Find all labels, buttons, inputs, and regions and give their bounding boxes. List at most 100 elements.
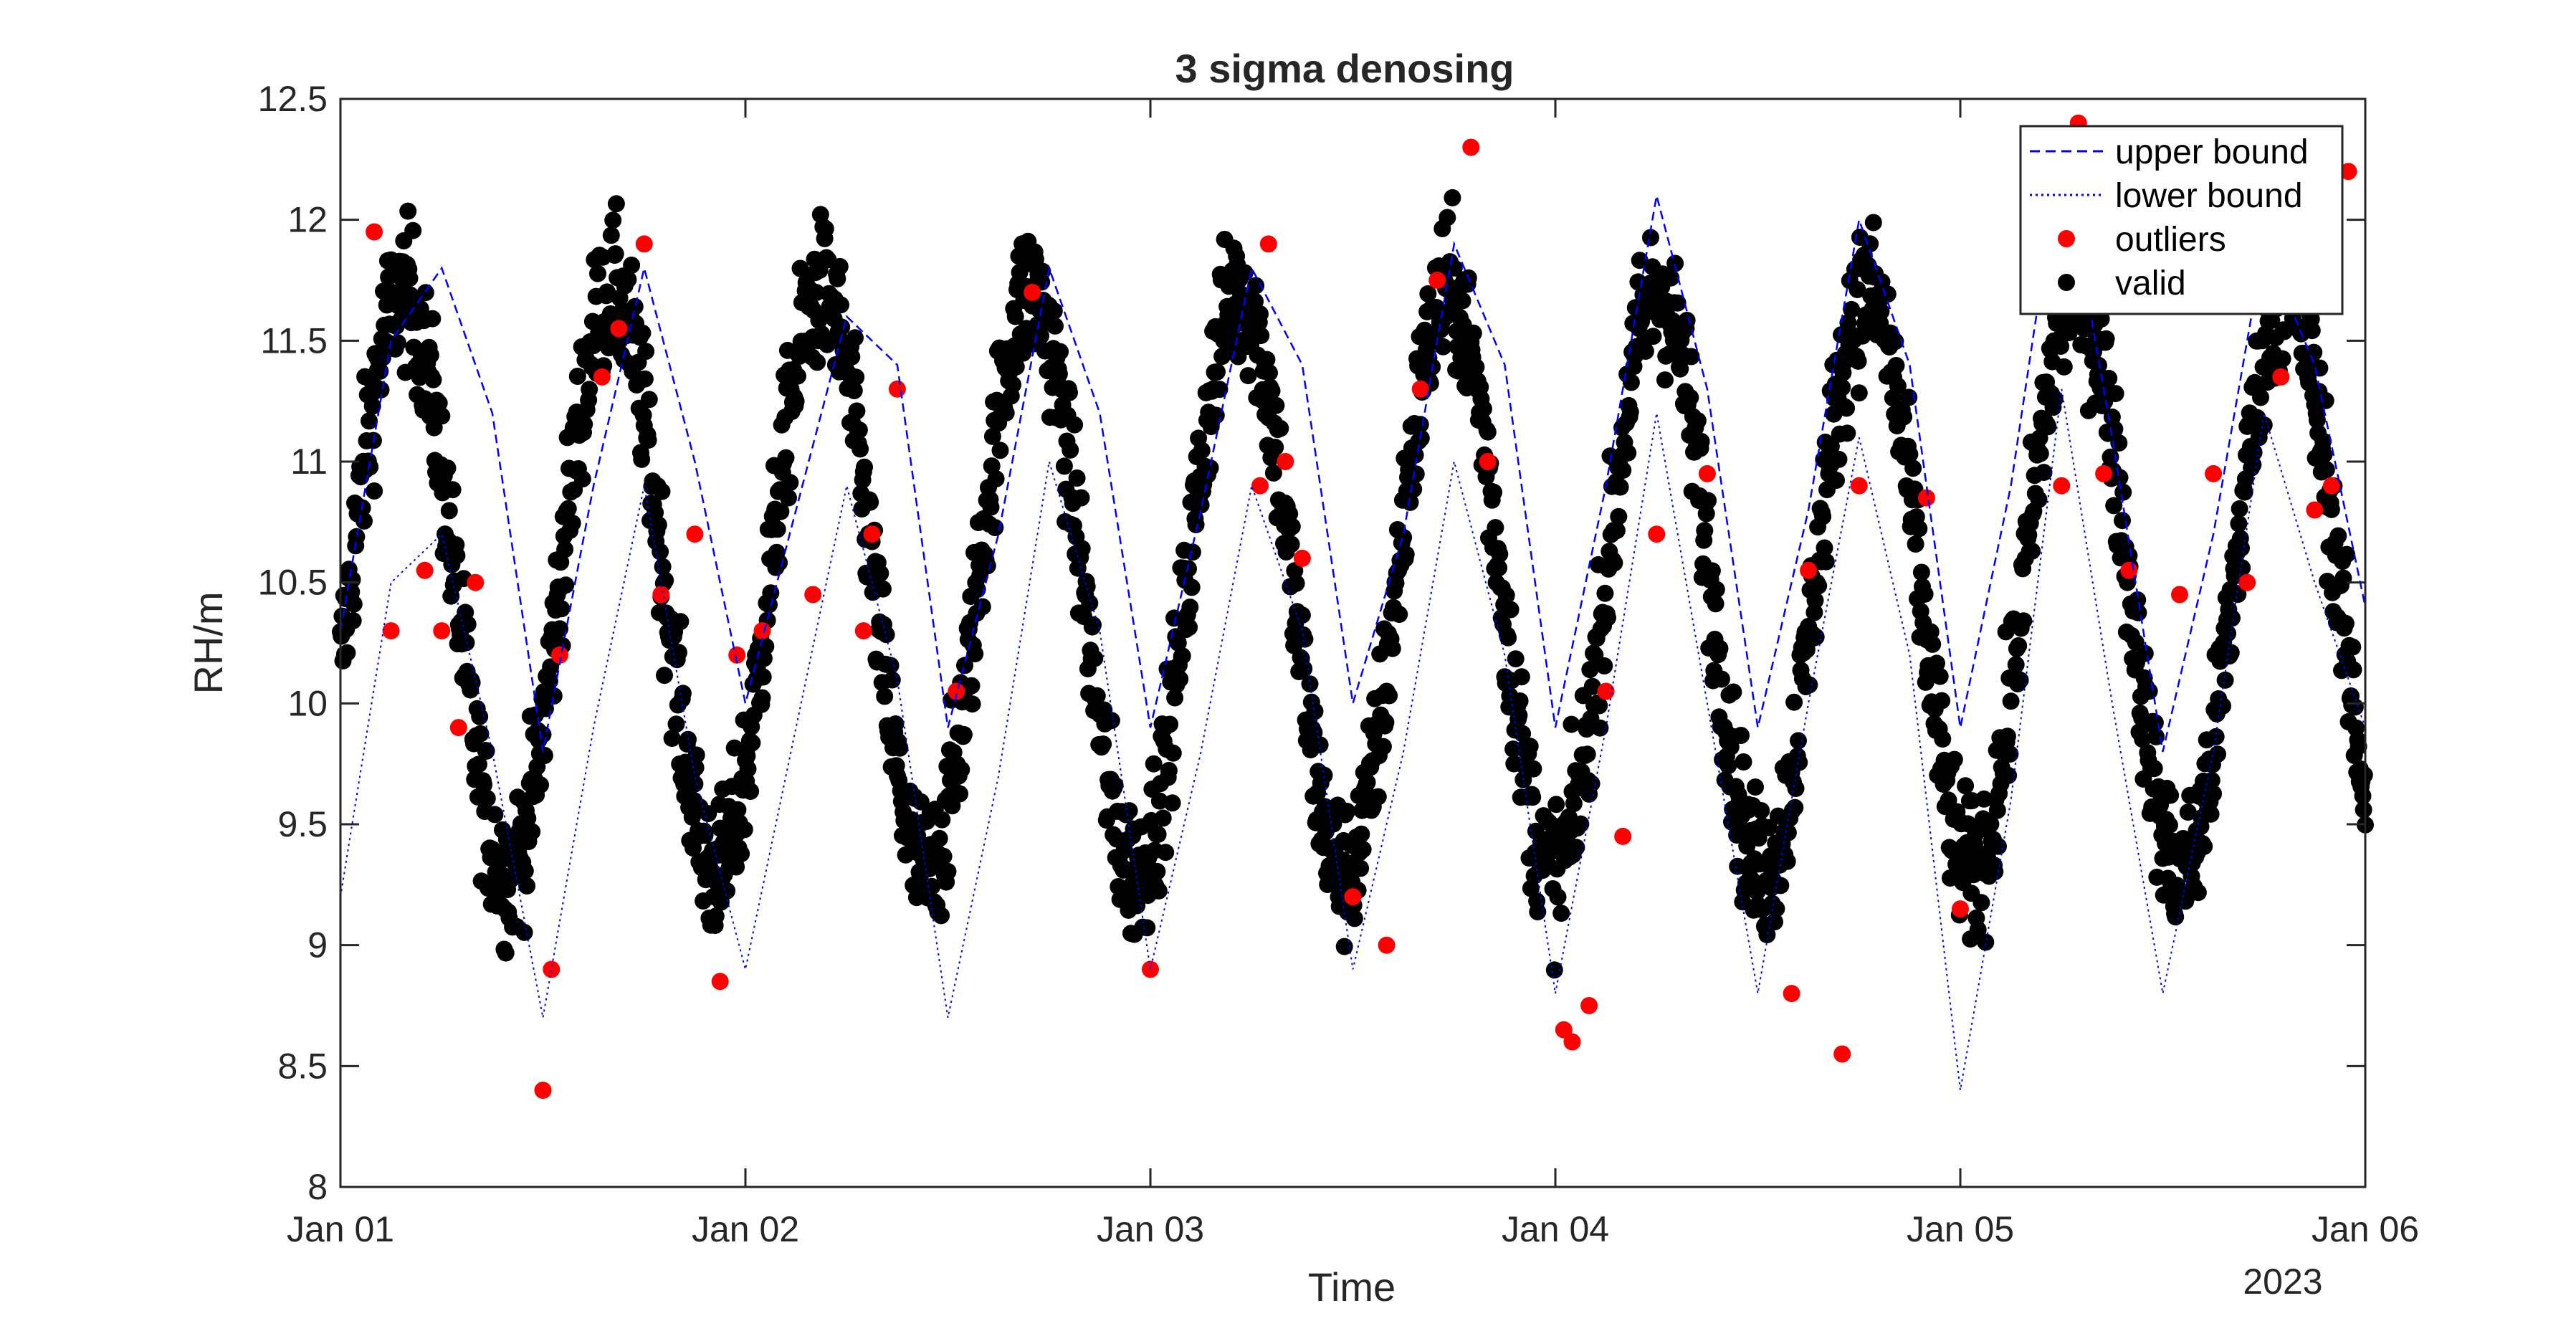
valid-point xyxy=(1768,900,1785,917)
y-tick-label: 12.5 xyxy=(258,79,328,119)
valid-point xyxy=(568,368,586,385)
valid-point xyxy=(2114,512,2131,530)
outlier-point xyxy=(1952,900,1969,918)
outlier-point xyxy=(416,561,434,579)
outlier-point xyxy=(1024,283,1041,301)
valid-point xyxy=(1511,692,1529,710)
valid-point xyxy=(1491,545,1509,563)
valid-point xyxy=(1752,802,1770,819)
valid-point xyxy=(457,634,475,652)
valid-point xyxy=(563,514,581,532)
valid-point xyxy=(687,759,705,776)
valid-point xyxy=(1772,877,1790,895)
outlier-point xyxy=(2272,368,2290,386)
valid-point xyxy=(2214,697,2232,715)
valid-point xyxy=(553,600,571,618)
valid-point xyxy=(1910,520,1928,538)
valid-point xyxy=(1149,826,1167,844)
valid-point xyxy=(1785,693,1803,711)
valid-point xyxy=(963,677,981,695)
valid-point xyxy=(1325,815,1342,833)
valid-point xyxy=(872,564,889,582)
valid-point xyxy=(982,498,1000,516)
valid-point xyxy=(1839,314,1857,332)
valid-point xyxy=(847,368,865,386)
valid-point xyxy=(439,459,457,477)
valid-point xyxy=(1689,411,1707,429)
legend-outliers-label: outliers xyxy=(2115,221,2226,259)
valid-point xyxy=(986,519,1004,537)
valid-point xyxy=(1642,229,1659,247)
valid-point xyxy=(2233,539,2250,557)
valid-point xyxy=(729,801,747,819)
valid-point xyxy=(807,284,825,302)
valid-point xyxy=(1712,670,1730,688)
valid-point xyxy=(540,672,558,690)
valid-point xyxy=(518,877,536,895)
valid-point xyxy=(1895,408,1913,426)
outlier-point xyxy=(1293,549,1311,567)
outlier-point xyxy=(1344,888,1362,906)
valid-point xyxy=(1181,598,1199,616)
valid-point xyxy=(2230,515,2248,533)
valid-point xyxy=(1295,660,1313,677)
valid-point xyxy=(1703,562,1721,580)
valid-point xyxy=(2129,591,2147,609)
valid-point xyxy=(2222,644,2240,662)
valid-point xyxy=(1401,493,1419,511)
valid-point xyxy=(1931,667,1949,685)
valid-point xyxy=(497,944,515,962)
valid-point xyxy=(534,725,552,743)
valid-point xyxy=(832,296,849,314)
valid-point xyxy=(2305,343,2323,361)
valid-point xyxy=(404,221,422,239)
valid-point xyxy=(876,687,894,705)
valid-point xyxy=(1084,616,1102,634)
valid-point xyxy=(1006,307,1024,325)
outlier-point xyxy=(1251,477,1269,495)
valid-point xyxy=(2136,644,2154,662)
outlier-point xyxy=(854,622,872,640)
valid-point xyxy=(338,644,356,662)
valid-point xyxy=(1281,505,1299,523)
valid-point xyxy=(356,512,373,530)
valid-point xyxy=(424,371,442,388)
outlier-point xyxy=(1462,138,1480,156)
valid-point xyxy=(1487,519,1504,537)
valid-point xyxy=(1816,539,1833,557)
valid-point xyxy=(602,226,620,244)
outlier-point xyxy=(1277,453,1294,470)
valid-point xyxy=(2209,745,2226,763)
valid-point xyxy=(1719,757,1737,775)
x-tick-label: Jan 03 xyxy=(1097,1209,1204,1249)
valid-point xyxy=(991,442,1009,459)
outlier-point xyxy=(1563,1033,1581,1051)
valid-point xyxy=(1007,358,1025,376)
valid-point xyxy=(1193,442,1211,459)
outlier-point xyxy=(1698,464,1716,482)
valid-point xyxy=(2346,698,2364,716)
valid-point xyxy=(656,667,673,685)
valid-point xyxy=(363,397,381,415)
outlier-point xyxy=(2238,573,2256,591)
valid-point xyxy=(1982,815,2000,833)
valid-point xyxy=(2274,350,2291,368)
upper-bound-line xyxy=(339,147,2367,753)
valid-point xyxy=(1166,689,1184,707)
valid-point xyxy=(887,715,905,733)
valid-point xyxy=(1474,400,1492,418)
valid-point xyxy=(2046,390,2064,408)
outlier-point xyxy=(948,682,965,700)
valid-point xyxy=(634,324,652,342)
valid-point xyxy=(361,412,378,430)
valid-point xyxy=(654,558,672,576)
lower-bound-line xyxy=(340,388,2366,1091)
valid-point xyxy=(2179,803,2197,821)
valid-point xyxy=(1192,496,1210,514)
valid-point xyxy=(2205,785,2223,803)
outlier-point xyxy=(449,719,467,737)
valid-point xyxy=(2023,542,2041,560)
valid-point xyxy=(1163,794,1181,812)
valid-point xyxy=(475,776,493,793)
